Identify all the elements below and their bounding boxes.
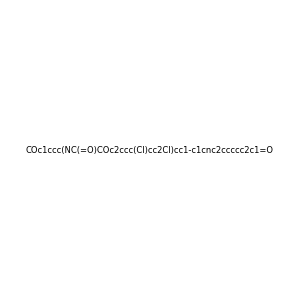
Text: COc1ccc(NC(=O)COc2ccc(Cl)cc2Cl)cc1-c1cnc2ccccc2c1=O: COc1ccc(NC(=O)COc2ccc(Cl)cc2Cl)cc1-c1cnc… bbox=[26, 146, 274, 154]
